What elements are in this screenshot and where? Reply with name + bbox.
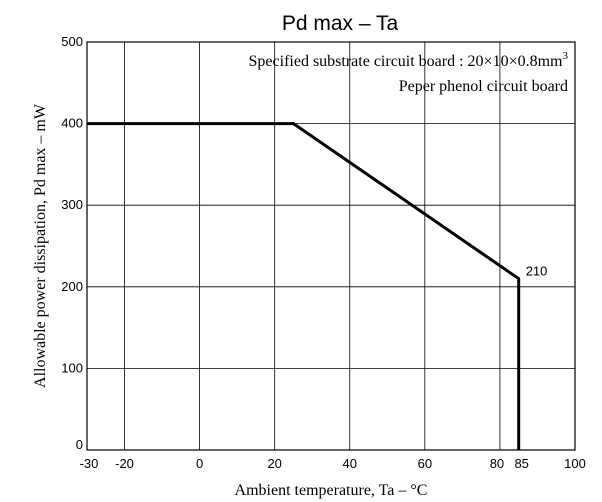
x-tick-label: 80	[490, 456, 504, 471]
x-tick-label: -30	[80, 456, 99, 471]
y-tick-label: 200	[61, 279, 83, 294]
y-tick-labels: 0 100 200 300 400 500	[61, 34, 83, 452]
x-tick-label: -20	[115, 456, 134, 471]
x-axis-label: Ambient temperature, Ta – °C	[235, 482, 428, 499]
y-tick-label: 500	[61, 34, 83, 49]
x-tick-label: 60	[418, 456, 432, 471]
x-tick-labels: -30 -20 0 20 40 60 80 85 100	[80, 456, 586, 471]
note-phenol: Peper phenol circuit board	[399, 78, 568, 95]
x-tick-label: 20	[267, 456, 281, 471]
x-tick-label: 40	[343, 456, 357, 471]
plot-frame	[86, 41, 576, 451]
x-tick-label: 85	[514, 456, 528, 471]
note-substrate-text: Specified substrate circuit board : 20×1…	[249, 53, 564, 70]
note-substrate: Specified substrate circuit board : 20×1…	[249, 50, 569, 70]
y-axis-label: Allowable power dissipation, Pd max – mW	[32, 103, 49, 388]
y-tick-label: 300	[61, 197, 83, 212]
x-tick-label: 0	[196, 456, 203, 471]
grid-lines	[87, 42, 575, 450]
chart-title: Pd max – Ta	[282, 12, 399, 35]
note-substrate-superscript: 3	[563, 50, 569, 62]
y-tick-label: 400	[61, 116, 83, 131]
point-label-210: 210	[526, 264, 548, 279]
pd-max-curve	[87, 122, 521, 450]
y-tick-label: 100	[61, 360, 83, 375]
x-tick-label: 100	[564, 456, 586, 471]
y-tick-label: 0	[76, 437, 83, 452]
